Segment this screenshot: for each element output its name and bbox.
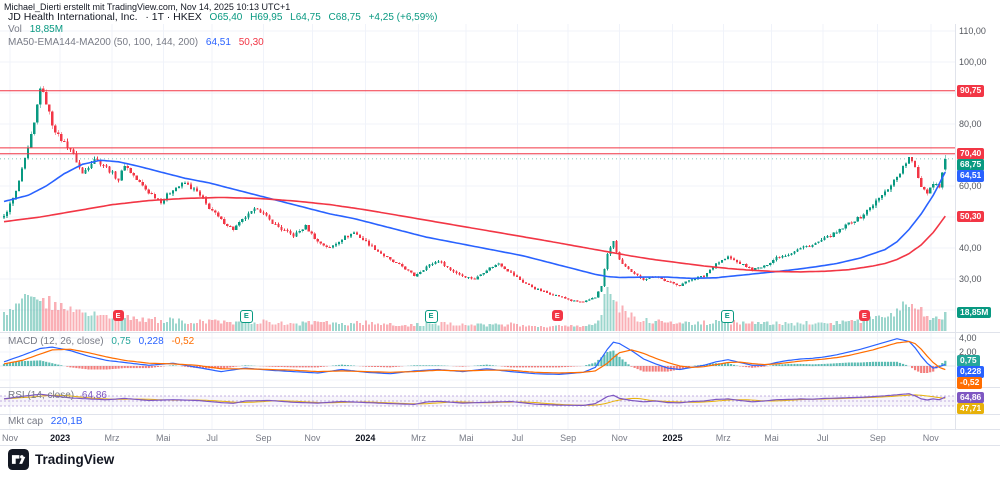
time-axis-label: Nov: [2, 433, 19, 443]
attribution-text: Michael_Dierti erstellt mit TradingView.…: [4, 2, 291, 12]
time-axis-label: Mai: [156, 433, 171, 443]
symbol-title[interactable]: JD Health International, Inc.: [8, 11, 138, 23]
volume-badge: 18,85M: [957, 306, 992, 319]
macd-hist-value: 0,75: [111, 336, 131, 347]
level-badge: 90,75: [957, 85, 985, 97]
time-axis-label: Jul: [511, 433, 524, 443]
time-axis-label: Nov: [611, 433, 628, 443]
earnings-marker[interactable]: E: [424, 310, 438, 323]
ohlc-open: O65,40: [209, 12, 243, 23]
price-axis-tick: 80,00: [959, 119, 982, 129]
macd-axis-tick: 4,00: [959, 333, 977, 343]
level-badge: 70,40: [957, 148, 985, 161]
time-axis-label: 2024: [355, 433, 376, 443]
tradingview-footer[interactable]: TradingView: [8, 449, 114, 470]
volume-label: Vol: [8, 24, 22, 35]
ma-slow-badge: 50,30: [957, 210, 985, 223]
earnings-marker[interactable]: E: [858, 310, 870, 321]
symbol-legend: JD Health International, Inc. · 1T · HKE…: [8, 11, 443, 23]
time-axis-label: Nov: [304, 433, 321, 443]
ma-slow-value: 50,30: [238, 37, 264, 48]
rsi-legend: RSI (14, close) 64,86: [8, 390, 112, 401]
ohlc-high: H69,95: [250, 12, 283, 23]
time-axis-label: Nov: [922, 433, 939, 443]
earnings-marker[interactable]: E: [720, 310, 734, 323]
time-axis-label: Sep: [560, 433, 577, 443]
macd-badge: -0,52: [957, 377, 983, 390]
price-axis-tick: 110,00: [959, 26, 986, 36]
time-axis-label: 2025: [662, 433, 683, 443]
time-axis-label: Mrz: [104, 433, 120, 443]
tradingview-logo-icon: [8, 449, 29, 470]
rsi-label: RSI (14, close): [8, 390, 75, 401]
macd-signal-value: -0,52: [171, 336, 195, 347]
time-scale[interactable]: Nov 2023 Mrz Mai Jul Sep Nov 2024 Mrz Mai Jul Sep No…: [0, 430, 955, 446]
rsi-value: 64,86: [81, 390, 107, 401]
ma-legend: MA50-EMA144-MA200 (50, 100, 144, 200) 64…: [8, 37, 269, 48]
time-axis-label: Jul: [817, 433, 829, 443]
earnings-marker[interactable]: E: [551, 310, 563, 321]
price-axis-tick: 100,00: [959, 57, 987, 67]
macd-badge: 0,75: [957, 355, 980, 368]
time-axis-label: Mai: [458, 433, 474, 443]
volume-value: 18,85M: [29, 24, 64, 35]
ohlc-change: +4,25 (+6,59%): [368, 12, 438, 23]
ma-fast-badge: 64,51: [957, 170, 985, 183]
price-axis-tick: 30,00: [959, 274, 982, 284]
time-axis-label: Mai: [764, 433, 779, 443]
ohlc-close: C68,75: [328, 12, 361, 23]
rsi-badge: 64,86: [957, 391, 985, 404]
time-axis-label: Jul: [206, 433, 218, 443]
rsi-badge: 47,71: [957, 402, 985, 415]
time-axis-label: Sep: [869, 433, 886, 443]
macd-label: MACD (12, 26, close): [8, 336, 104, 347]
macd-line-value: 0,228: [138, 336, 164, 347]
price-axis-tick: 40,00: [959, 243, 982, 253]
ma-fast-value: 64,51: [205, 37, 231, 48]
volume-legend: Vol 18,85M: [8, 24, 68, 35]
macd-axis-tick: 2,00: [959, 347, 977, 357]
macd-badge: 0,228: [957, 366, 985, 379]
time-axis-label: Sep: [255, 433, 272, 443]
time-axis-label: 2023: [50, 433, 71, 443]
earnings-marker[interactable]: E: [112, 310, 124, 321]
tradingview-brand-text: TradingView: [35, 452, 115, 467]
macd-legend: MACD (12, 26, close) 0,75 0,228 -0,52: [8, 336, 199, 347]
mktcap-value: 220,1B: [50, 416, 83, 427]
ma-label: MA50-EMA144-MA200 (50, 100, 144, 200): [8, 37, 199, 48]
last-price-badge: 68,75: [957, 159, 985, 172]
mktcap-label: Mkt cap: [8, 416, 44, 427]
earnings-marker[interactable]: E: [239, 310, 253, 323]
price-scale[interactable]: 110,00 100,00 80,00 60,00 40,00 30,00 4,00 2,00…: [955, 0, 1000, 477]
time-axis-label: Mrz: [411, 433, 427, 443]
time-axis-label: Mrz: [715, 433, 731, 443]
ohlc-low: L64,75: [290, 12, 321, 23]
mktcap-legend: Mkt cap 220,1B: [8, 416, 88, 427]
price-axis-tick: 60,00: [959, 181, 982, 191]
symbol-meta: · 1T · HKEX: [145, 11, 202, 23]
